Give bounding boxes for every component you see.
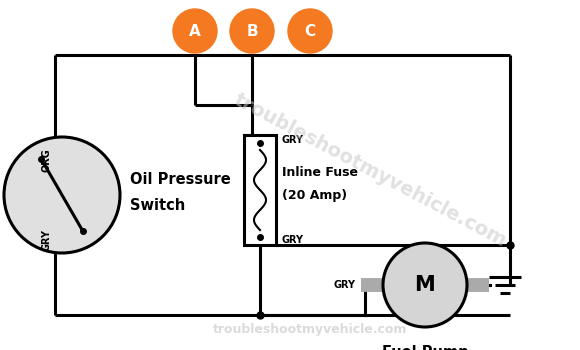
Text: Switch: Switch xyxy=(130,197,185,212)
Text: (20 Amp): (20 Amp) xyxy=(282,189,347,202)
Text: B: B xyxy=(246,23,258,38)
Text: Inline Fuse: Inline Fuse xyxy=(282,166,358,178)
Text: troubleshootmyvehicle.com: troubleshootmyvehicle.com xyxy=(213,323,407,336)
Text: M: M xyxy=(415,275,436,295)
Circle shape xyxy=(230,9,274,53)
Text: GRY: GRY xyxy=(42,229,52,251)
Text: GRY: GRY xyxy=(282,135,304,145)
Text: Oil Pressure: Oil Pressure xyxy=(130,173,231,188)
Bar xyxy=(244,135,276,245)
Circle shape xyxy=(288,9,332,53)
Circle shape xyxy=(173,9,217,53)
Text: ORG: ORG xyxy=(42,148,52,172)
Text: Fuel Pump: Fuel Pump xyxy=(382,345,468,350)
Circle shape xyxy=(383,243,467,327)
Text: GRY: GRY xyxy=(282,235,304,245)
Circle shape xyxy=(4,137,120,253)
Text: GRY: GRY xyxy=(334,280,356,290)
Text: troubleshootmyvehicle.com: troubleshootmyvehicle.com xyxy=(230,90,510,250)
Text: C: C xyxy=(304,23,316,38)
Text: A: A xyxy=(189,23,201,38)
